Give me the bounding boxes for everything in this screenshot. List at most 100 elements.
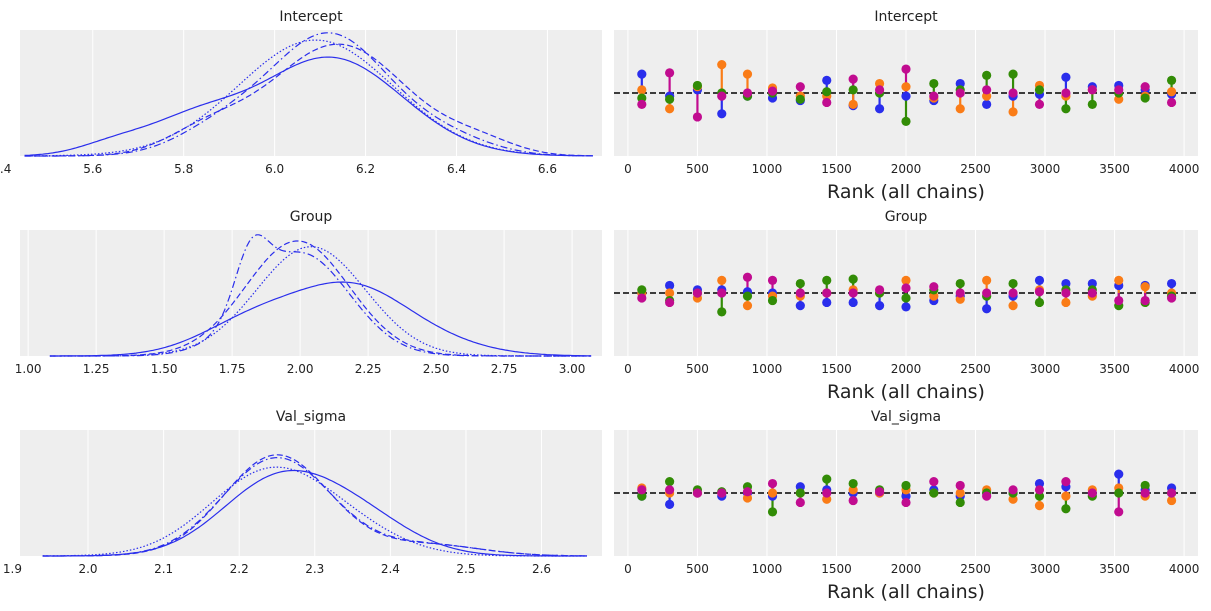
rank-point-blue — [1034, 275, 1045, 285]
rank-point-orange — [955, 488, 965, 498]
rank-point-blue — [795, 301, 805, 311]
x-tick-label: 4000 — [1169, 562, 1200, 576]
rank-point-blue — [1061, 278, 1071, 289]
rank-point-green — [665, 477, 675, 487]
rank-point-green — [767, 295, 778, 306]
rank-point-blue — [665, 499, 675, 509]
rank-point-green — [1087, 99, 1097, 109]
x-tick-label: 2500 — [960, 162, 991, 176]
rank-point-magenta — [1034, 287, 1045, 297]
rank-point-magenta — [1166, 488, 1177, 498]
rank-point-magenta — [717, 288, 727, 298]
rank-point-green — [795, 488, 805, 498]
rank-point-magenta — [848, 288, 858, 298]
rank-point-orange — [1114, 275, 1124, 285]
rank-point-green — [901, 293, 911, 303]
x-tick-label: 1500 — [821, 362, 852, 376]
kde-curve-chain-0 — [49, 281, 592, 357]
panel-title: Intercept — [279, 9, 343, 25]
x-tick-label: 0 — [624, 562, 632, 576]
rank-point-green — [795, 278, 805, 289]
rank-point-magenta — [1087, 85, 1097, 95]
x-tick-label: 6.6 — [538, 162, 557, 176]
rank-point-orange — [1061, 491, 1071, 501]
rank-point-green — [901, 116, 911, 126]
rank-point-orange — [901, 82, 911, 92]
x-tick-label: 3.00 — [559, 362, 586, 376]
rank-point-magenta — [901, 283, 911, 293]
x-axis-label: Rank (all chains) — [827, 381, 985, 403]
rank-point-magenta — [1114, 507, 1124, 517]
rank-point-magenta — [822, 488, 832, 498]
panel-title: Intercept — [874, 9, 938, 25]
x-tick-label: 2.5 — [456, 562, 475, 576]
rank-point-magenta — [767, 275, 778, 285]
rank-point-green — [848, 85, 858, 95]
x-tick-label: 0 — [624, 162, 632, 176]
rank-point-green — [1034, 491, 1045, 501]
rank-point-green — [637, 491, 647, 501]
rank-point-magenta — [717, 488, 727, 498]
x-tick-label: 2.3 — [305, 562, 324, 576]
rank-point-magenta — [665, 485, 675, 495]
rank-point-magenta — [848, 495, 858, 506]
rank-point-magenta — [742, 272, 753, 282]
x-axis-label: Rank (all chains) — [827, 581, 985, 603]
rank-point-orange — [665, 104, 675, 114]
rank-point-magenta — [637, 99, 647, 109]
x-tick-label: 4000 — [1169, 162, 1200, 176]
rank-point-orange — [1166, 87, 1177, 97]
rank-point-magenta — [1008, 485, 1018, 495]
rank-point-orange — [982, 91, 992, 101]
x-tick-label: 2.1 — [154, 562, 173, 576]
rank-point-orange — [1140, 282, 1150, 292]
x-tick-label: 6.0 — [265, 162, 284, 176]
rank-point-green — [929, 78, 939, 89]
rank-point-magenta — [929, 91, 939, 101]
rank-point-magenta — [1061, 88, 1071, 98]
rank-point-green — [955, 278, 965, 289]
rank-point-magenta — [848, 74, 858, 84]
x-tick-label: 1.50 — [151, 362, 178, 376]
rank-point-green — [1008, 278, 1018, 289]
rank-point-magenta — [767, 86, 778, 96]
rank-point-green — [742, 291, 753, 301]
rank-point-blue — [1034, 478, 1045, 489]
x-tick-label: 1.75 — [219, 362, 246, 376]
rank-point-green — [1034, 297, 1045, 308]
rank-point-orange — [929, 291, 939, 301]
rank-point-orange — [982, 275, 992, 285]
rank-point-blue — [637, 69, 647, 79]
x-tick-label: 2.25 — [355, 362, 382, 376]
x-tick-label: 3000 — [1030, 162, 1061, 176]
rank-point-green — [1140, 93, 1150, 103]
rank-point-green — [982, 70, 992, 80]
rank-panel-intercept: 0 500 1000 1500 2000 2500 3000 3500 4000 Intercep… — [614, 9, 1199, 203]
plot-background — [20, 30, 602, 156]
x-tick-label: 2.50 — [423, 362, 450, 376]
rank-point-green — [848, 478, 858, 489]
rank-point-green — [901, 480, 911, 491]
x-tick-label: 500 — [686, 362, 709, 376]
rank-point-magenta — [1114, 295, 1124, 306]
rank-point-magenta — [874, 285, 885, 295]
rank-point-magenta — [955, 480, 965, 491]
x-tick-label: 5.4 — [0, 162, 11, 176]
kde-curve-chain-0 — [24, 56, 593, 157]
rank-point-orange — [665, 288, 675, 298]
x-tick-label: 1000 — [752, 362, 783, 376]
rank-point-magenta — [692, 288, 703, 298]
rank-point-blue — [717, 109, 727, 119]
rank-point-green — [767, 507, 778, 517]
rank-point-magenta — [1034, 485, 1045, 495]
rank-point-green — [665, 94, 675, 104]
rank-point-blue — [795, 482, 805, 492]
panel-title: Val_sigma — [871, 409, 941, 425]
rank-point-orange — [742, 69, 753, 79]
x-tick-label: 2000 — [891, 162, 922, 176]
rank-point-blue — [874, 104, 885, 114]
rank-point-green — [795, 94, 805, 104]
x-tick-label: 1000 — [752, 162, 783, 176]
rank-point-magenta — [982, 85, 992, 95]
